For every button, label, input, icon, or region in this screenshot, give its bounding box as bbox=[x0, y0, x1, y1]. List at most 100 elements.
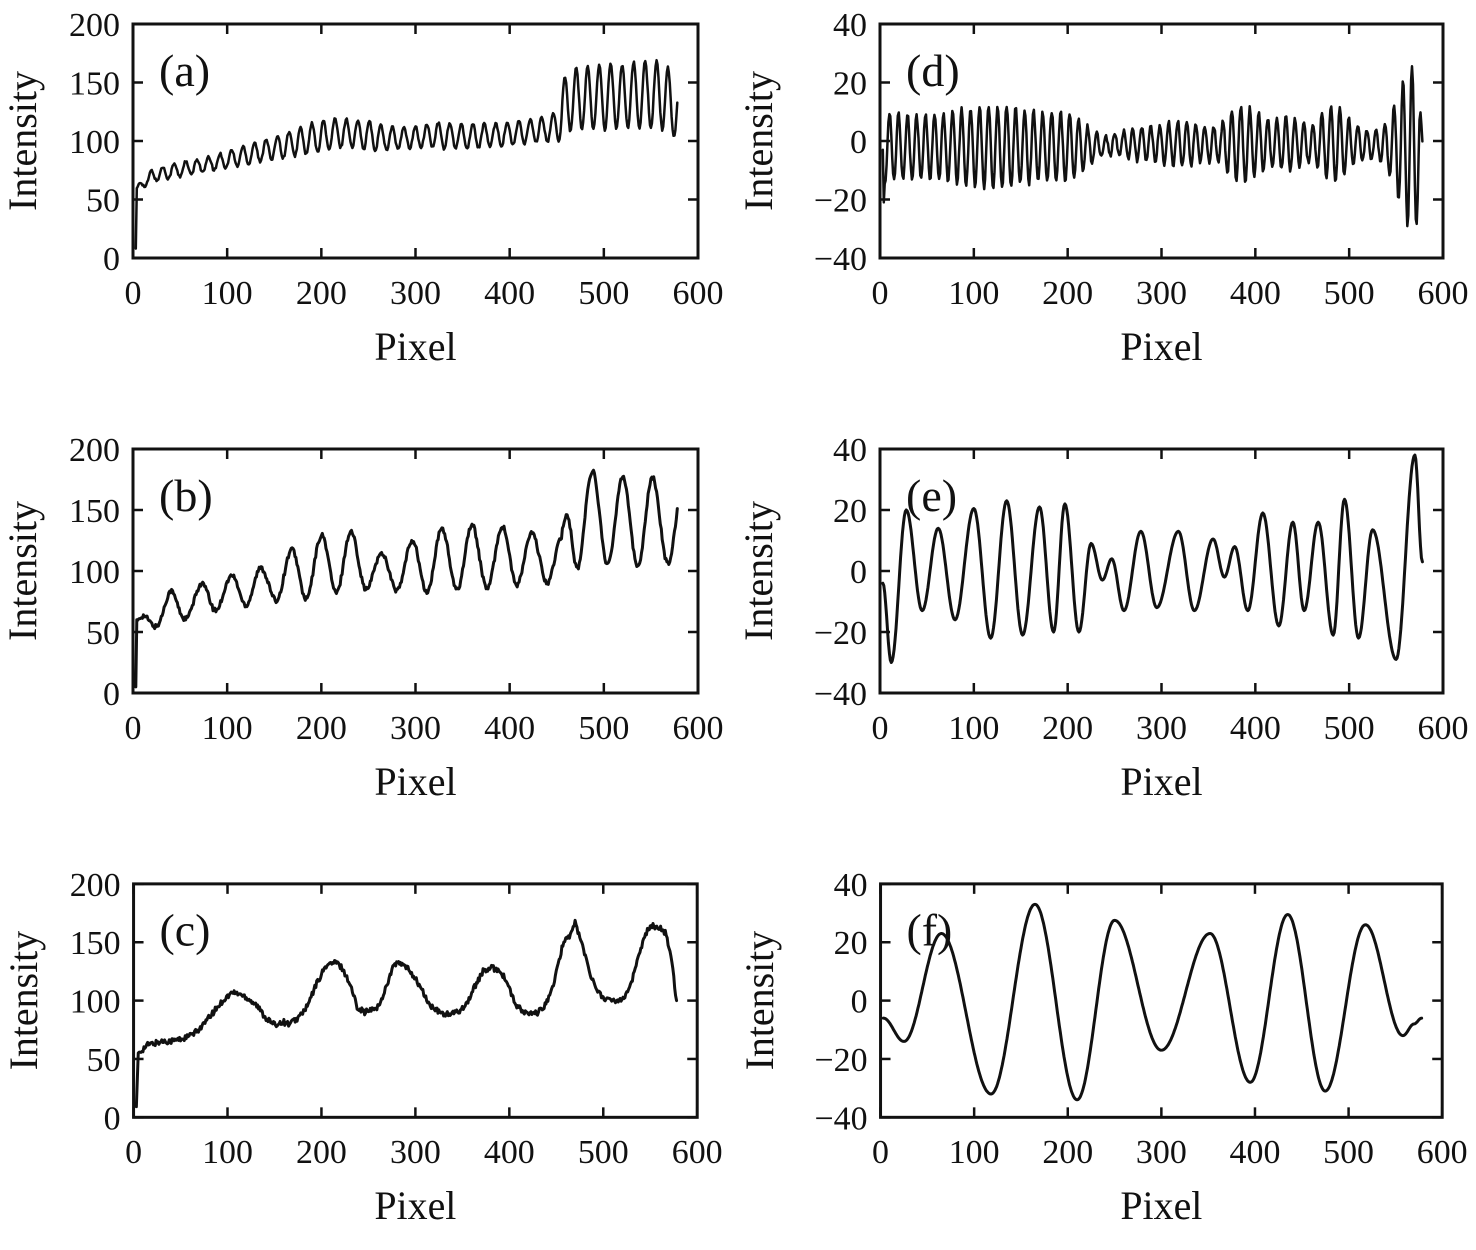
x-tick-label: 0 bbox=[125, 1134, 142, 1171]
x-tick-label: 600 bbox=[672, 1134, 723, 1171]
y-tick-label: −20 bbox=[814, 615, 867, 652]
y-tick-label: 0 bbox=[103, 676, 120, 713]
x-tick-label: 200 bbox=[1042, 710, 1093, 747]
y-tick-label: 50 bbox=[86, 183, 120, 220]
panel-d-chart: 0 100 200 300 400 500 600 −40 −20 0 20 40 Pixel Inten… bbox=[738, 7, 1469, 369]
y-tick-label: −20 bbox=[814, 183, 867, 220]
x-tick-label: 400 bbox=[484, 275, 535, 312]
panel-letter: (f) bbox=[906, 905, 952, 956]
x-tick-label: 100 bbox=[948, 710, 999, 747]
y-tick-label: 50 bbox=[87, 1042, 121, 1079]
x-tick-label: 0 bbox=[125, 275, 142, 312]
y-tick-label: 40 bbox=[833, 7, 867, 44]
panel-c: 0 100 200 300 400 500 600 0 50 100 150 200 Pixel Inte… bbox=[0, 834, 738, 1250]
intensity-profile-line bbox=[881, 453, 1424, 664]
x-tick-label: 300 bbox=[1136, 710, 1187, 747]
y-tick-label: 0 bbox=[104, 1100, 121, 1137]
x-tick-label: 500 bbox=[1323, 1134, 1374, 1171]
x-tick-label: 600 bbox=[1418, 710, 1469, 747]
y-tick-label: 200 bbox=[70, 867, 121, 904]
y-tick-label: 0 bbox=[851, 984, 868, 1021]
y-tick-label: 100 bbox=[69, 124, 120, 161]
x-axis-label: Pixel bbox=[374, 1183, 456, 1228]
y-tick-label: 20 bbox=[833, 493, 867, 530]
panel-e-chart: 0 100 200 300 400 500 600 −40 −20 0 20 40 Pixel Inten… bbox=[738, 432, 1469, 804]
y-axis-label: Intensity bbox=[738, 931, 782, 1071]
panel-letter: (e) bbox=[906, 470, 957, 521]
y-axis-label: Intensity bbox=[738, 501, 781, 641]
x-tick-label: 300 bbox=[1136, 275, 1187, 312]
panel-a: 0 100 200 300 400 500 600 0 50 100 150 200 Pixel Inte… bbox=[0, 0, 738, 417]
axis-frame bbox=[131, 22, 700, 260]
x-tick-label: 100 bbox=[948, 275, 999, 312]
x-tick-label: 0 bbox=[872, 275, 889, 312]
x-tick-label: 300 bbox=[390, 710, 441, 747]
x-tick-label: 300 bbox=[1136, 1134, 1187, 1171]
x-axis-label: Pixel bbox=[1120, 324, 1202, 369]
x-tick-label: 400 bbox=[1230, 275, 1281, 312]
y-tick-label: 150 bbox=[69, 493, 120, 530]
y-tick-label: −40 bbox=[814, 241, 867, 278]
x-tick-label: 200 bbox=[296, 275, 347, 312]
panel-letter: (a) bbox=[159, 45, 210, 96]
y-tick-label: −20 bbox=[815, 1042, 868, 1079]
x-tick-label: 400 bbox=[1230, 710, 1281, 747]
x-tick-label: 0 bbox=[872, 1134, 889, 1171]
y-tick-label: 0 bbox=[850, 554, 867, 591]
x-tick-label: 100 bbox=[202, 275, 253, 312]
panel-letter: (c) bbox=[160, 905, 211, 956]
y-axis-label: Intensity bbox=[738, 71, 781, 211]
x-tick-label: 200 bbox=[1042, 275, 1093, 312]
x-tick-label: 500 bbox=[578, 275, 629, 312]
x-axis-label: Pixel bbox=[374, 324, 456, 369]
y-tick-label: 100 bbox=[70, 984, 121, 1021]
x-tick-label: 500 bbox=[1324, 710, 1375, 747]
x-tick-label: 200 bbox=[296, 1134, 347, 1171]
x-tick-label: 100 bbox=[202, 710, 253, 747]
panel-c-chart: 0 100 200 300 400 500 600 0 50 100 150 200 Pixel Inte… bbox=[1, 867, 723, 1228]
y-tick-label: 200 bbox=[69, 7, 120, 44]
x-tick-label: 600 bbox=[1418, 275, 1469, 312]
x-tick-label: 600 bbox=[1417, 1134, 1468, 1171]
y-tick-label: 40 bbox=[833, 432, 867, 469]
panel-b-chart: 0 100 200 300 400 500 600 0 50 100 150 200 Pixel Inte… bbox=[0, 432, 724, 804]
y-axis-label: Intensity bbox=[0, 501, 45, 641]
panel-b: 0 100 200 300 400 500 600 0 50 100 150 200 Pixel Inte… bbox=[0, 417, 738, 834]
x-tick-label: 500 bbox=[578, 710, 629, 747]
y-tick-label: 0 bbox=[103, 241, 120, 278]
panel-letter: (b) bbox=[159, 470, 213, 521]
x-tick-label: 100 bbox=[949, 1134, 1000, 1171]
intensity-profile-line bbox=[134, 918, 679, 1109]
x-tick-label: 400 bbox=[484, 710, 535, 747]
y-axis-label: Intensity bbox=[1, 931, 46, 1071]
x-tick-label: 100 bbox=[202, 1134, 253, 1171]
x-tick-label: 400 bbox=[1230, 1134, 1281, 1171]
x-tick-label: 0 bbox=[872, 710, 889, 747]
x-tick-label: 400 bbox=[484, 1134, 535, 1171]
y-tick-label: 50 bbox=[86, 615, 120, 652]
y-tick-label: 0 bbox=[850, 124, 867, 161]
y-tick-label: 150 bbox=[69, 66, 120, 103]
x-tick-label: 0 bbox=[125, 710, 142, 747]
y-tick-label: 20 bbox=[834, 925, 868, 962]
y-tick-label: −40 bbox=[815, 1100, 868, 1137]
x-tick-label: 500 bbox=[578, 1134, 629, 1171]
panel-e: 0 100 200 300 400 500 600 −40 −20 0 20 40 Pixel Inten… bbox=[738, 417, 1476, 834]
intensity-profile-line bbox=[881, 902, 1424, 1102]
x-tick-label: 200 bbox=[1042, 1134, 1093, 1171]
x-axis-label: Pixel bbox=[374, 759, 456, 804]
y-axis-label: Intensity bbox=[0, 71, 45, 211]
y-tick-label: 20 bbox=[833, 66, 867, 103]
intensity-profile-line bbox=[881, 65, 1424, 228]
y-tick-label: 100 bbox=[69, 554, 120, 591]
y-tick-label: −40 bbox=[814, 676, 867, 713]
panel-letter: (d) bbox=[906, 45, 960, 96]
intensity-profile-line bbox=[134, 468, 679, 689]
x-tick-label: 600 bbox=[673, 275, 724, 312]
x-tick-label: 600 bbox=[673, 710, 724, 747]
x-axis-label: Pixel bbox=[1120, 1183, 1202, 1228]
panel-f: 0 100 200 300 400 500 600 −40 −20 0 20 40 Pixel Inten… bbox=[738, 834, 1476, 1250]
panel-d: 0 100 200 300 400 500 600 −40 −20 0 20 40 Pixel Inten… bbox=[738, 0, 1476, 417]
x-axis-label: Pixel bbox=[1120, 759, 1202, 804]
